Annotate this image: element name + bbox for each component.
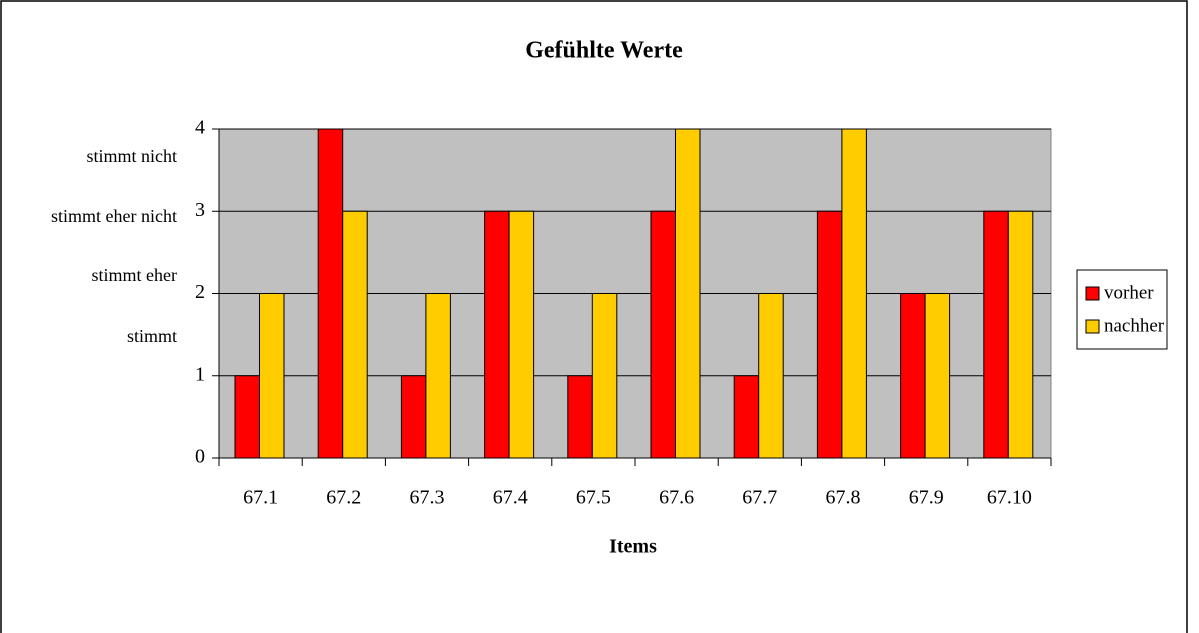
x-tick-label: 67.9: [909, 487, 944, 509]
bar: [567, 375, 593, 459]
bar: [342, 210, 368, 459]
bar: [650, 210, 676, 459]
bar: [317, 128, 344, 459]
x-tick-label: 67.3: [410, 487, 445, 509]
legend-swatch: [1085, 286, 1100, 301]
bar: [841, 128, 867, 459]
x-tick-label: 67.8: [826, 487, 861, 509]
annotation: stimmt eher: [92, 265, 177, 285]
x-tick-label: 67.10: [987, 487, 1032, 509]
bar: [400, 375, 427, 459]
bar: [508, 210, 535, 459]
bar: [675, 128, 701, 459]
x-tick-label: 67.4: [493, 487, 528, 509]
x-tick-label: 67.6: [659, 487, 694, 509]
annotation: stimmt nicht: [86, 146, 177, 166]
legend-box: [1076, 269, 1168, 350]
legend-label: vorher: [1104, 282, 1154, 303]
bar: [758, 293, 784, 459]
x-tick-label: 67.5: [576, 487, 611, 509]
bar: [1007, 210, 1034, 459]
bar: [816, 210, 843, 459]
bar: [484, 210, 510, 459]
legend-swatch: [1085, 319, 1100, 334]
legend-label: nachher: [1104, 315, 1165, 336]
bar: [924, 293, 951, 459]
y-tick-label: 2: [195, 281, 205, 303]
annotation: stimmt: [127, 326, 177, 346]
bar: [983, 210, 1009, 459]
bar: [259, 293, 285, 459]
bar: [591, 293, 618, 459]
annotation: stimmt eher nicht: [51, 206, 177, 226]
bar: [900, 293, 926, 459]
x-tick-label: 67.1: [243, 487, 278, 509]
x-tick-label: 67.7: [742, 487, 777, 509]
x-axis-title: Items: [609, 536, 657, 558]
bar: [234, 375, 260, 459]
x-tick-label: 67.2: [326, 487, 361, 509]
bar: [425, 293, 451, 459]
y-tick-label: 0: [195, 446, 205, 468]
bar: [733, 375, 760, 459]
chart-title: Gefühlte Werte: [525, 38, 683, 64]
y-tick-label: 1: [195, 363, 205, 385]
y-tick-label: 4: [195, 117, 205, 139]
y-tick-label: 3: [195, 199, 205, 221]
